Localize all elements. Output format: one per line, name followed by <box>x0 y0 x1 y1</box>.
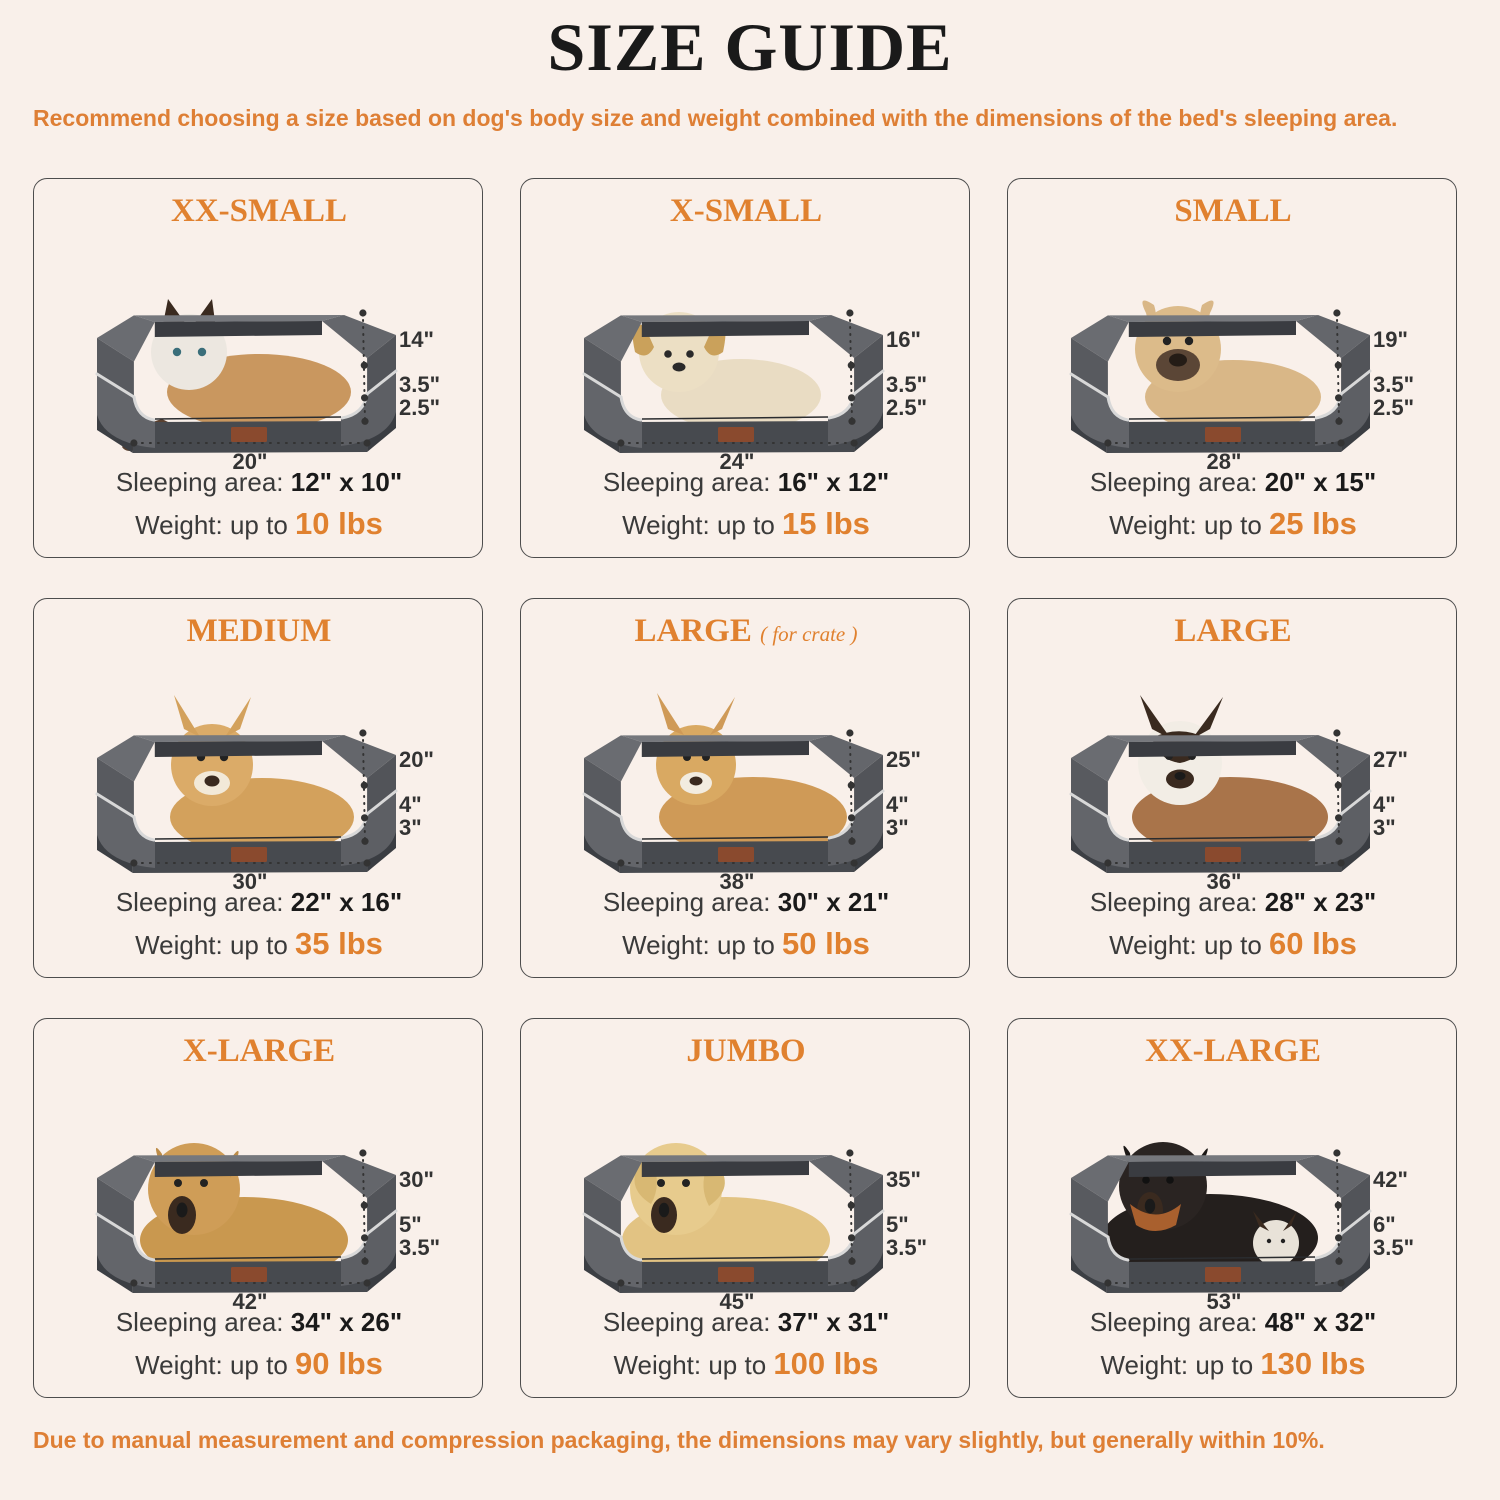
svg-text:3": 3" <box>399 815 422 840</box>
svg-text:4": 4" <box>399 792 422 817</box>
svg-text:27": 27" <box>1373 747 1408 772</box>
svg-text:16": 16" <box>886 327 921 352</box>
svg-text:2.5": 2.5" <box>886 395 927 420</box>
svg-text:5": 5" <box>886 1212 909 1237</box>
svg-text:3.5": 3.5" <box>1373 1235 1414 1260</box>
svg-text:4": 4" <box>886 792 909 817</box>
svg-text:6": 6" <box>1373 1212 1396 1237</box>
svg-text:3": 3" <box>1373 815 1396 840</box>
svg-text:2.5": 2.5" <box>399 395 440 420</box>
svg-text:3.5": 3.5" <box>886 1235 927 1260</box>
svg-text:20": 20" <box>399 747 434 772</box>
svg-text:25": 25" <box>886 747 921 772</box>
svg-text:5": 5" <box>399 1212 422 1237</box>
svg-text:3.5": 3.5" <box>1373 372 1414 397</box>
svg-text:30": 30" <box>399 1167 434 1192</box>
svg-text:3.5": 3.5" <box>886 372 927 397</box>
svg-text:14": 14" <box>399 327 434 352</box>
svg-text:4": 4" <box>1373 792 1396 817</box>
svg-text:3": 3" <box>886 815 909 840</box>
svg-text:35": 35" <box>886 1167 921 1192</box>
svg-text:19": 19" <box>1373 327 1408 352</box>
svg-text:2.5": 2.5" <box>1373 395 1414 420</box>
svg-text:3.5": 3.5" <box>399 1235 440 1260</box>
svg-text:3.5": 3.5" <box>399 372 440 397</box>
svg-text:42": 42" <box>1373 1167 1408 1192</box>
